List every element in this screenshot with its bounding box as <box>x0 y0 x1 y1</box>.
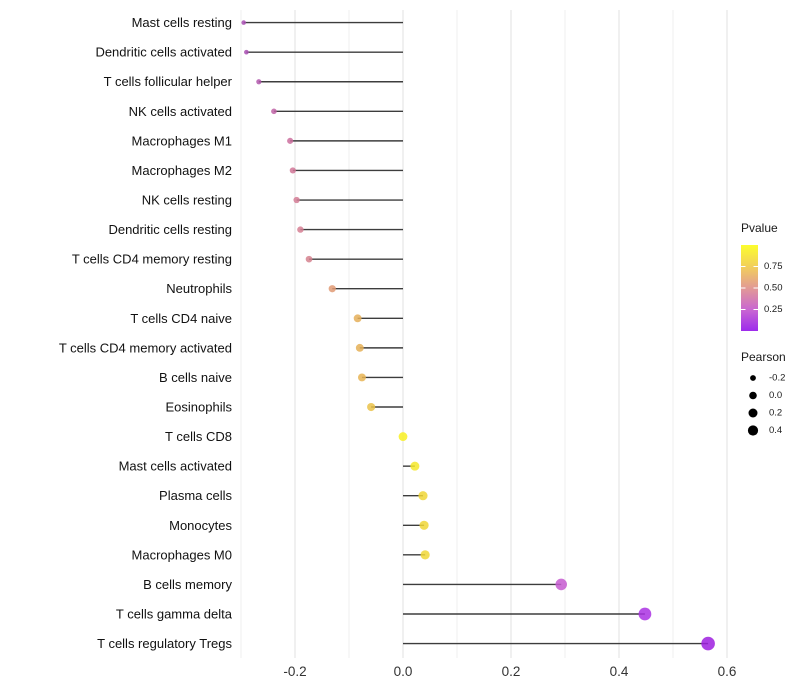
pvalue-legend-title: Pvalue <box>741 221 778 235</box>
lollipop-row: T cells CD4 naive <box>130 311 403 326</box>
lollipop-row: T cells CD4 memory activated <box>59 340 403 355</box>
gridlines-group <box>240 10 728 658</box>
x-axis-group: -0.2 0.0 0.2 0.4 0.6 <box>283 664 736 679</box>
y-axis-label: T cells CD4 naive <box>130 311 232 326</box>
lollipop-dot <box>271 108 277 115</box>
y-axis-label: T cells regulatory Tregs <box>97 636 232 651</box>
rows-group: Mast cells resting Dendritic cells activa… <box>59 15 715 651</box>
lollipop-row: Dendritic cells activated <box>95 45 403 60</box>
lollipop-row: Macrophages M2 <box>132 163 403 178</box>
y-axis-label: NK cells activated <box>129 104 232 119</box>
y-axis-label: B cells memory <box>143 577 232 592</box>
lollipop-dot <box>293 196 300 204</box>
pearson-size-label: -0.2 <box>769 373 785 384</box>
pearson-size-dot <box>748 408 758 418</box>
lollipop-dot <box>241 20 246 25</box>
y-axis-label: Macrophages M0 <box>132 547 232 562</box>
lollipop-dot <box>305 255 313 263</box>
y-axis-label: T cells CD4 memory resting <box>72 252 232 267</box>
lollipop-row: Monocytes <box>169 518 429 533</box>
pvalue-legend: Pvalue 0.75 0.50 0.25 <box>741 221 783 331</box>
y-axis-label: T cells CD8 <box>165 429 232 444</box>
lollipop-dot <box>638 607 652 621</box>
lollipop-dot <box>287 137 294 144</box>
lollipop-row: Plasma cells <box>159 488 428 503</box>
x-axis-tick-label: 0.6 <box>718 664 737 679</box>
lollipop-row: T cells regulatory Tregs <box>97 636 715 651</box>
lollipop-row: Macrophages M0 <box>132 547 430 562</box>
lollipop-dot <box>328 285 336 293</box>
pearson-legend: Pearson -0.2 0.0 0.2 0.4 <box>741 350 786 436</box>
lollipop-dot <box>244 49 249 55</box>
lollipop-row: Mast cells resting <box>132 15 403 30</box>
colorbar-tick-label: 0.75 <box>764 261 783 272</box>
lollipop-dot <box>297 226 304 233</box>
colorbar-tick-label: 0.25 <box>764 304 783 315</box>
lollipop-dot <box>357 373 366 382</box>
x-axis-tick-label: 0.0 <box>394 664 413 679</box>
pearson-size-dot <box>750 375 756 381</box>
y-axis-label: T cells follicular helper <box>104 74 233 89</box>
lollipop-dot <box>353 314 362 323</box>
lollipop-dot <box>420 550 430 560</box>
lollipop-dot <box>419 520 429 530</box>
y-axis-label: Neutrophils <box>166 281 232 296</box>
pearson-size-dot <box>747 425 759 436</box>
lollipop-row: T cells gamma delta <box>116 607 652 622</box>
y-axis-label: Plasma cells <box>159 488 232 503</box>
x-axis-tick-label: 0.4 <box>610 664 629 679</box>
y-axis-label: NK cells resting <box>142 193 232 208</box>
y-axis-label: Dendritic cells resting <box>108 222 232 237</box>
lollipop-row: T cells follicular helper <box>104 74 403 89</box>
lollipop-row: NK cells resting <box>142 193 403 208</box>
lollipop-row: Mast cells activated <box>119 459 420 474</box>
pearson-size-label: 0.0 <box>769 390 782 401</box>
pearson-size-label: 0.4 <box>769 425 782 436</box>
x-axis-tick-label: -0.2 <box>283 664 306 679</box>
lollipop-row: Dendritic cells resting <box>108 222 403 237</box>
y-axis-label: Eosinophils <box>166 400 233 415</box>
lollipop-row: Neutrophils <box>166 281 403 296</box>
x-axis-tick-label: 0.2 <box>502 664 521 679</box>
lollipop-dot <box>289 167 296 174</box>
lollipop-dot <box>555 578 567 591</box>
lollipop-dot <box>418 491 428 501</box>
y-axis-label: Macrophages M1 <box>132 133 232 148</box>
lollipop-dot <box>355 343 364 352</box>
lollipop-dot <box>256 79 262 85</box>
lollipop-row: B cells naive <box>159 370 403 385</box>
lollipop-row: T cells CD4 memory resting <box>72 252 403 267</box>
y-axis-label: Macrophages M2 <box>132 163 232 178</box>
lollipop-row: Eosinophils <box>166 400 403 415</box>
pearson-legend-title: Pearson <box>741 350 786 364</box>
y-axis-label: Mast cells resting <box>132 15 232 30</box>
lollipop-dot <box>410 461 420 471</box>
y-axis-label: Dendritic cells activated <box>95 45 232 60</box>
lollipop-row: NK cells activated <box>129 104 403 119</box>
lollipop-row: B cells memory <box>143 577 567 592</box>
lollipop-dot <box>398 432 408 441</box>
y-axis-label: T cells gamma delta <box>116 607 233 622</box>
pearson-size-label: 0.2 <box>769 408 782 419</box>
lollipop-dot <box>701 636 715 651</box>
y-axis-label: T cells CD4 memory activated <box>59 340 232 355</box>
lollipop-row: T cells CD8 <box>165 429 408 444</box>
lollipop-row: Macrophages M1 <box>132 133 403 148</box>
colorbar-tick-label: 0.50 <box>764 283 783 294</box>
y-axis-label: Monocytes <box>169 518 232 533</box>
lollipop-dot <box>367 402 376 412</box>
y-axis-label: Mast cells activated <box>119 459 232 474</box>
y-axis-label: B cells naive <box>159 370 232 385</box>
pearson-size-dot <box>749 391 757 400</box>
